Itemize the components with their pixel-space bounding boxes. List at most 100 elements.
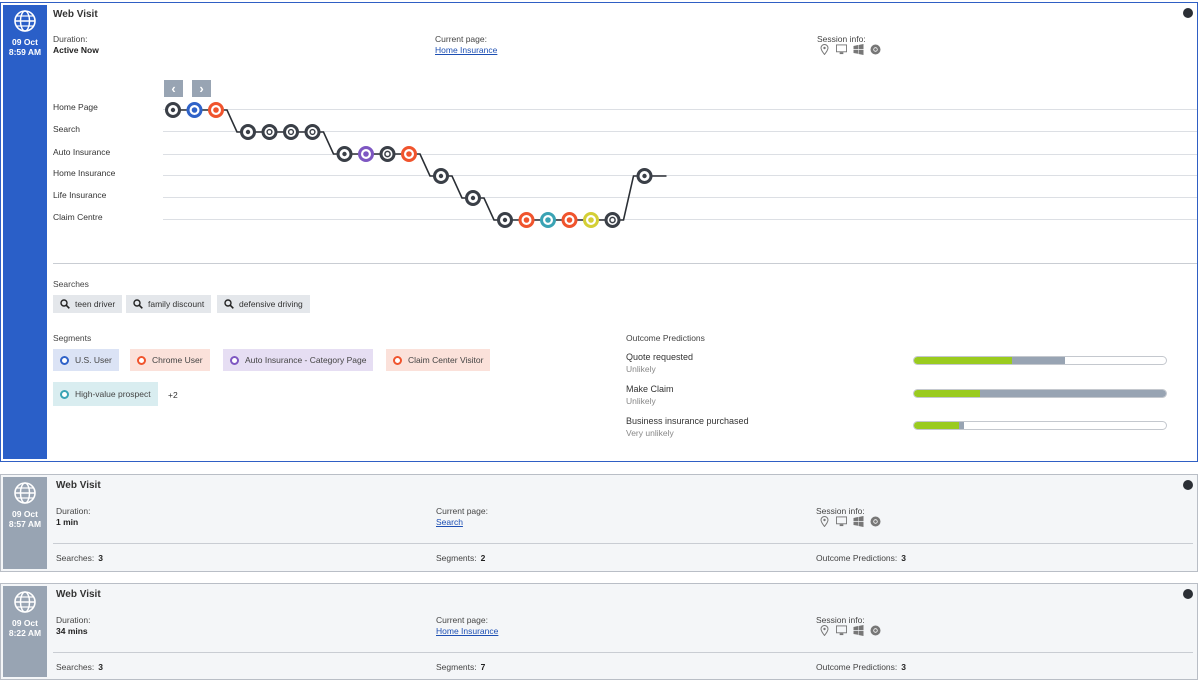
journey-gridline (163, 109, 1197, 110)
chrome-icon (870, 44, 881, 55)
journey-node[interactable] (336, 146, 353, 162)
section-divider (53, 543, 1193, 544)
segment-chip[interactable]: Chrome User (130, 349, 210, 371)
session-info-label: Session info: (816, 615, 865, 625)
visit-date: 09 Oct (12, 509, 38, 519)
segments-summary-count: 7 (480, 662, 486, 672)
visit-date: 09 Oct (12, 37, 38, 47)
segment-chip-label: High-value prospect (75, 389, 151, 399)
visit-time: 8:57 AM (8, 519, 42, 529)
journey-node[interactable] (497, 212, 513, 228)
section-divider (53, 263, 1197, 264)
page-icon (470, 195, 476, 201)
journey-node[interactable] (636, 168, 653, 184)
journey-node[interactable] (240, 124, 256, 140)
journey-next-button[interactable]: › (192, 80, 211, 97)
journey-gridline (163, 175, 1197, 176)
outcome-bar-green (914, 422, 960, 429)
outcome-predictions-heading: Outcome Predictions (626, 333, 705, 343)
journey-node[interactable] (283, 124, 299, 140)
search-chip[interactable]: defensive driving (217, 295, 310, 313)
visit-time: 8:22 AM (8, 628, 42, 638)
duration-label: Duration: (56, 615, 91, 625)
web-visit-card-active[interactable]: 09 Oct 8:59 AM Web Visit Duration: Activ… (0, 2, 1198, 462)
web-visit-card[interactable]: 09 Oct 8:22 AM Web Visit Duration: 34 mi… (0, 583, 1198, 680)
outcome-summary: Outcome Predictions: 3 (816, 662, 906, 672)
segments-heading: Segments (53, 333, 92, 343)
current-page-link[interactable]: Home Insurance (436, 626, 499, 636)
segment-chip-label: U.S. User (75, 355, 112, 365)
outcome-bar (913, 356, 1167, 365)
current-page-link[interactable]: Home Insurance (435, 45, 498, 55)
segments-summary-label: Segments: (436, 662, 477, 672)
search-chip[interactable]: teen driver (53, 295, 123, 313)
journey-node[interactable] (208, 102, 224, 118)
current-page-label: Current page: (436, 506, 488, 516)
journey-prev-button[interactable]: ‹ (164, 80, 183, 97)
segment-chip[interactable]: High-value prospect (53, 382, 158, 406)
collapse-icon[interactable] (1183, 8, 1193, 18)
outcome-bar (913, 421, 1167, 430)
visit-time: 8:59 AM (8, 47, 42, 57)
web-visit-card[interactable]: 09 Oct 8:57 AM Web Visit Duration: 1 min… (0, 474, 1198, 572)
location-icon (819, 516, 830, 527)
windows-icon (853, 516, 864, 527)
journey-node[interactable] (604, 212, 621, 228)
segment-icon (545, 217, 551, 223)
journey-node[interactable] (401, 146, 417, 162)
search-icon (309, 128, 316, 136)
segment-chip[interactable]: Auto Insurance - Category Page (223, 349, 374, 371)
page-icon (438, 173, 444, 179)
journey-row-label: Auto Insurance (53, 147, 111, 157)
outcome-likelihood: Unlikely (626, 396, 656, 406)
current-page-link[interactable]: Search (436, 517, 463, 527)
outcome-name: Business insurance purchased (626, 416, 749, 426)
expand-icon[interactable] (1183, 480, 1193, 490)
outcome-bar-green (914, 390, 980, 397)
page-icon (642, 173, 647, 179)
outcome-bar (913, 389, 1167, 398)
journey-node[interactable] (261, 124, 278, 140)
journey-node[interactable] (465, 190, 481, 206)
outcome-bar-green (914, 357, 1013, 364)
search-chip[interactable]: family discount (126, 295, 212, 313)
segments-more-link[interactable]: +2 (168, 390, 178, 400)
journey-node[interactable] (518, 212, 535, 228)
search-chip-label: teen driver (75, 299, 116, 309)
segment-icon (137, 355, 146, 365)
outcome-summary-count: 3 (901, 553, 906, 563)
outcome-summary-label: Outcome Predictions: (816, 662, 898, 672)
journey-node[interactable] (433, 168, 449, 184)
outcome-bar-grey (959, 422, 965, 429)
segment-icon (566, 217, 573, 223)
expand-icon[interactable] (1183, 589, 1193, 599)
chrome-icon (870, 516, 881, 527)
segment-chip[interactable]: Claim Center Visitor (386, 349, 491, 371)
searches-summary: Searches: 3 (56, 553, 103, 563)
segment-chip-label: Chrome User (152, 355, 203, 365)
windows-icon (853, 44, 864, 55)
duration-value: Active Now (53, 45, 99, 55)
page-icon (170, 107, 176, 113)
journey-node[interactable] (186, 102, 203, 118)
session-icons (819, 625, 881, 636)
journey-node[interactable] (583, 212, 599, 228)
journey-node[interactable] (540, 212, 556, 228)
visit-title: Web Visit (53, 9, 98, 20)
journey-node[interactable] (358, 146, 374, 162)
journey-row-label: Life Insurance (53, 190, 107, 200)
journey-node[interactable] (165, 102, 181, 118)
outcome-summary: Outcome Predictions: 3 (816, 553, 906, 563)
duration-label: Duration: (53, 34, 88, 44)
journey-gridline (163, 219, 1197, 220)
journey-node[interactable] (304, 124, 321, 140)
search-chip-label: defensive driving (239, 299, 303, 309)
segment-chip[interactable]: U.S. User (53, 349, 119, 371)
segments-summary: Segments: 7 (436, 662, 485, 672)
journey-row-label: Home Insurance (53, 168, 116, 178)
outcome-name: Make Claim (626, 384, 674, 394)
journey-row-label: Home Page (53, 102, 98, 112)
journey-gridline (163, 154, 1197, 155)
journey-node[interactable] (379, 146, 396, 162)
journey-node[interactable] (561, 212, 578, 228)
